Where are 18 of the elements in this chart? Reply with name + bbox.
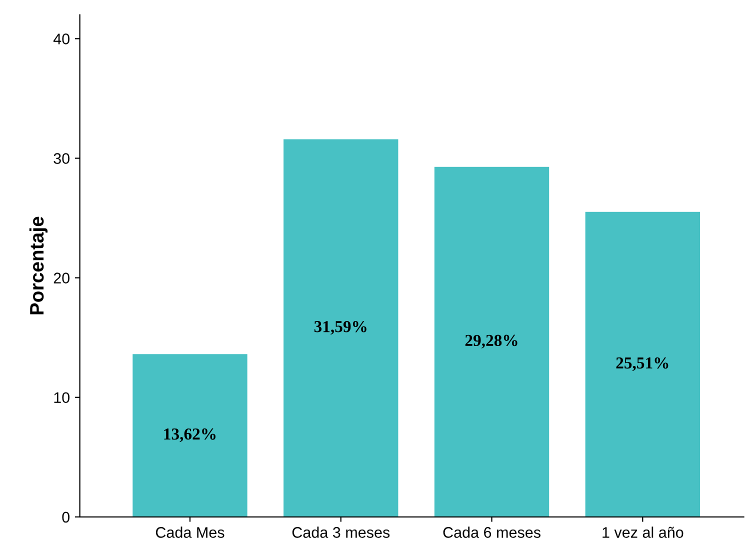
y-tick-label: 40 [53, 34, 70, 44]
y-axis-title: Porcentaje [29, 216, 48, 314]
bar [132, 354, 248, 517]
data-label: 13,62% [164, 428, 216, 442]
x-tick-label: 1 vez al año [602, 526, 684, 538]
data-label: 31,59% [314, 320, 366, 335]
y-tick-label: 30 [54, 153, 70, 164]
bar [434, 166, 550, 517]
bar [284, 139, 398, 517]
data-label: 29,28% [465, 334, 518, 348]
y-tick-label: 0 [62, 512, 70, 523]
data-label: 25,51% [616, 357, 668, 372]
bar [585, 212, 700, 517]
x-tick-label: Cada 6 meses [443, 526, 540, 538]
x-tick-label: Cada 3 meses [292, 526, 390, 538]
x-tick-label: Cada Mes [156, 526, 224, 538]
y-tick-label: 10 [54, 392, 70, 404]
y-tick-label: 20 [54, 272, 70, 284]
